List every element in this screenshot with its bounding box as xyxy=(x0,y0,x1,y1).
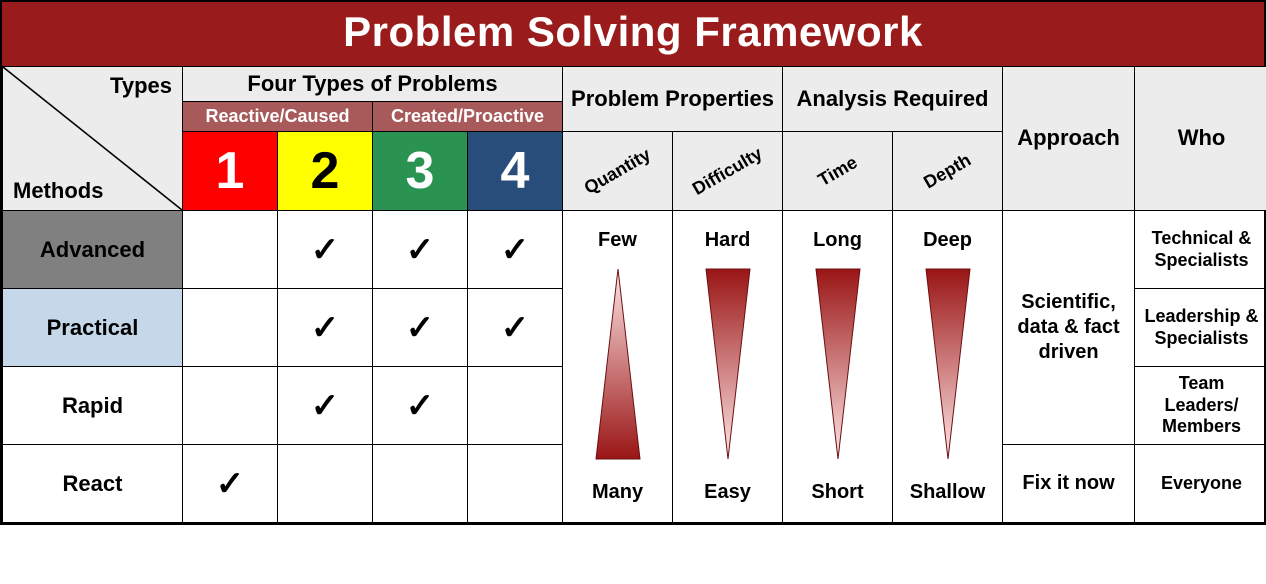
type-number-4: 4 xyxy=(468,132,563,211)
corner-methods-label: Methods xyxy=(13,178,103,204)
row-advanced: Advanced ✓ ✓ ✓ Few Hard Long Deep Scient… xyxy=(3,211,1266,289)
who-react: Everyone xyxy=(1135,445,1266,523)
who-practical: Leadership & Specialists xyxy=(1135,289,1266,367)
approach-react: Fix it now xyxy=(1003,445,1135,523)
label-depth: Depth xyxy=(893,132,1003,211)
check-rapid-2: ✓ xyxy=(278,367,373,445)
label-time-text: Time xyxy=(814,151,861,190)
who-advanced: Technical & Specialists xyxy=(1135,211,1266,289)
type-number-2: 2 xyxy=(278,132,373,211)
check-practical-4: ✓ xyxy=(468,289,563,367)
label-quantity-text: Quantity xyxy=(581,144,655,199)
check-rapid-4 xyxy=(468,367,563,445)
triangle-time xyxy=(783,289,893,445)
check-advanced-3: ✓ xyxy=(373,211,468,289)
corner-types-label: Types xyxy=(110,73,172,99)
method-rapid: Rapid xyxy=(3,367,183,445)
triangle-difficulty xyxy=(673,289,783,445)
check-practical-2: ✓ xyxy=(278,289,373,367)
method-react: React xyxy=(3,445,183,523)
label-difficulty: Difficulty xyxy=(673,132,783,211)
type-number-1: 1 xyxy=(183,132,278,211)
triangle-quantity xyxy=(563,289,673,445)
check-advanced-1 xyxy=(183,211,278,289)
header-analysis-required: Analysis Required xyxy=(783,67,1003,132)
header-four-types: Four Types of Problems xyxy=(183,67,563,102)
check-rapid-1 xyxy=(183,367,278,445)
corner-types-methods: Types Methods xyxy=(3,67,183,211)
header-problem-properties-text: Problem Properties xyxy=(571,86,774,111)
type-number-3: 3 xyxy=(373,132,468,211)
check-practical-3: ✓ xyxy=(373,289,468,367)
check-advanced-4: ✓ xyxy=(468,211,563,289)
subheader-reactive: Reactive/Caused xyxy=(183,102,373,132)
framework-table: Types Methods Four Types of Problems Pro… xyxy=(2,66,1266,523)
header-problem-properties: Problem Properties xyxy=(563,67,783,132)
subheader-created: Created/Proactive xyxy=(373,102,563,132)
method-advanced: Advanced xyxy=(3,211,183,289)
check-react-4 xyxy=(468,445,563,523)
page-title: Problem Solving Framework xyxy=(2,2,1264,66)
label-quantity: Quantity xyxy=(563,132,673,211)
approach-main: Scientific, data & fact driven xyxy=(1003,211,1135,445)
label-difficulty-text: Difficulty xyxy=(689,143,766,200)
check-advanced-2: ✓ xyxy=(278,211,373,289)
framework-container: Problem Solving Framework Types Methods … xyxy=(0,0,1266,525)
method-practical: Practical xyxy=(3,289,183,367)
who-rapid: Team Leaders/ Members xyxy=(1135,367,1266,445)
triangle-depth xyxy=(893,289,1003,445)
check-react-3 xyxy=(373,445,468,523)
check-rapid-3: ✓ xyxy=(373,367,468,445)
check-practical-1 xyxy=(183,289,278,367)
header-analysis-required-text: Analysis Required xyxy=(797,86,989,111)
label-time: Time xyxy=(783,132,893,211)
header-who: Who xyxy=(1135,67,1266,211)
check-react-2 xyxy=(278,445,373,523)
check-react-1: ✓ xyxy=(183,445,278,523)
label-depth-text: Depth xyxy=(920,149,975,193)
header-approach: Approach xyxy=(1003,67,1135,211)
